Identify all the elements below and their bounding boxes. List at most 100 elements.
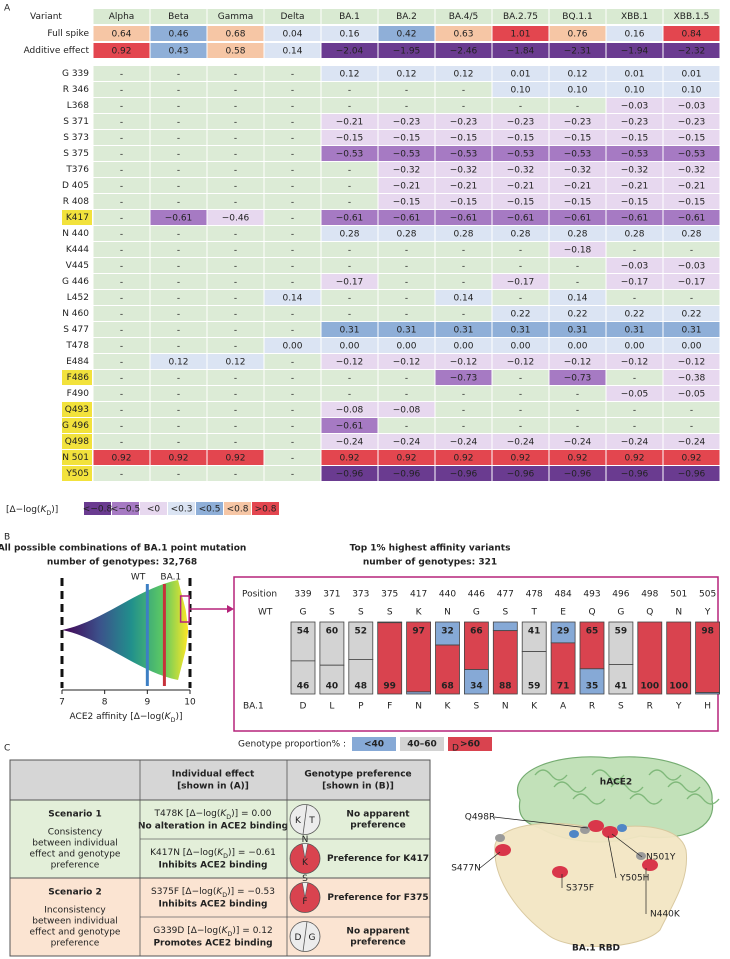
cell: [207, 114, 264, 129]
cell-value: -: [177, 470, 180, 480]
wt-residue: S: [329, 608, 335, 618]
cell: [378, 434, 435, 449]
cell-value: -: [177, 166, 180, 176]
cell-value: -: [120, 150, 123, 160]
legend-title: [Δ−log(KD)]: [6, 505, 58, 517]
effect-note: Inhibits ACE2 binding: [159, 861, 268, 871]
column-header: XBB.1: [621, 12, 648, 22]
cell-value: -: [234, 246, 237, 256]
cell-value: -: [291, 166, 294, 176]
cell-value: −0.61: [165, 214, 193, 224]
cell: [549, 130, 606, 145]
cell: [606, 450, 663, 465]
cell-value: -: [633, 246, 636, 256]
cell: [492, 306, 549, 321]
cell: [549, 306, 606, 321]
cell: [663, 354, 720, 369]
cell-value: 0.14: [282, 47, 302, 57]
cell: [549, 322, 606, 337]
header-row: [10, 760, 430, 800]
cell-value: -: [177, 326, 180, 336]
cell: [378, 354, 435, 369]
cell-value: 0.31: [681, 326, 701, 336]
text-part: S375F [Δ−log(: [151, 887, 216, 897]
column-header: Variant: [30, 12, 62, 22]
cell-value: -: [291, 150, 294, 160]
row-label: WT: [258, 608, 273, 618]
row-label: F486: [67, 373, 90, 383]
wt-proportion-label: 29: [557, 627, 570, 637]
cell-value: -: [291, 198, 294, 208]
cell-value: −0.15: [564, 198, 592, 208]
cell: [150, 66, 207, 81]
cell: [264, 306, 321, 321]
cell: [663, 306, 720, 321]
cell: [549, 66, 606, 81]
cell-value: 0.63: [453, 30, 473, 40]
cell: [321, 338, 378, 353]
cell-value: −0.32: [678, 166, 706, 176]
cell: [150, 338, 207, 353]
cell: [492, 322, 549, 337]
cell: [150, 258, 207, 273]
cell: [549, 194, 606, 209]
cell: [93, 386, 150, 401]
cell: [549, 178, 606, 193]
cell: [378, 338, 435, 353]
cell: [321, 258, 378, 273]
ba1-proportion-label: 40: [326, 682, 339, 692]
cell-value: 0.92: [111, 47, 131, 57]
position-label: 498: [641, 590, 658, 600]
cell: [150, 322, 207, 337]
wt-proportion: [463, 621, 489, 670]
cell-value: -: [633, 422, 636, 432]
cell-value: -: [291, 86, 294, 96]
site-highlight: [62, 210, 92, 225]
cell-value: 0.10: [624, 86, 644, 96]
cell-value: 0.84: [681, 30, 701, 40]
cell: [606, 210, 663, 225]
cell-value: −0.53: [507, 150, 535, 160]
cell: [492, 114, 549, 129]
cell: [207, 178, 264, 193]
cell: [378, 162, 435, 177]
cell-value: -: [234, 230, 237, 240]
cell: [435, 434, 492, 449]
cell: [264, 98, 321, 113]
cell-value: −0.18: [564, 246, 592, 256]
cell-value: −0.12: [393, 358, 421, 368]
header-cell: [150, 9, 207, 24]
cell: [207, 226, 264, 241]
cell: [606, 43, 663, 58]
wt-residue: K: [416, 608, 423, 618]
text-part: )] = 0.12: [232, 926, 272, 936]
cell: [321, 226, 378, 241]
cell: [321, 178, 378, 193]
ba1-proportion: [637, 621, 663, 695]
ba1-proportion: [290, 660, 316, 695]
cell-value: -: [291, 326, 294, 336]
legend-swatch: [252, 502, 279, 515]
cell: [492, 178, 549, 193]
row-label: D 405: [62, 181, 89, 191]
site-highlight: [62, 434, 92, 449]
cell: [435, 274, 492, 289]
ba1-residue: H: [704, 702, 711, 712]
header-cell: [606, 9, 663, 24]
ba1-proportion: [579, 668, 605, 695]
wt-residue: S: [387, 608, 393, 618]
cell-value: 0.16: [624, 30, 644, 40]
wt-residue: S: [502, 608, 508, 618]
cell-value: -: [177, 294, 180, 304]
cell-value: -: [234, 422, 237, 432]
cell-value: -: [177, 102, 180, 112]
wt-proportion-label: 59: [615, 627, 628, 637]
cell: [663, 242, 720, 257]
cell-value: 0.92: [624, 454, 644, 464]
cell: [264, 434, 321, 449]
cell: [549, 370, 606, 385]
mutation-site: [552, 866, 568, 878]
cell-value: -: [291, 118, 294, 128]
leader-line: [611, 833, 643, 858]
cell-value: −0.12: [621, 358, 649, 368]
